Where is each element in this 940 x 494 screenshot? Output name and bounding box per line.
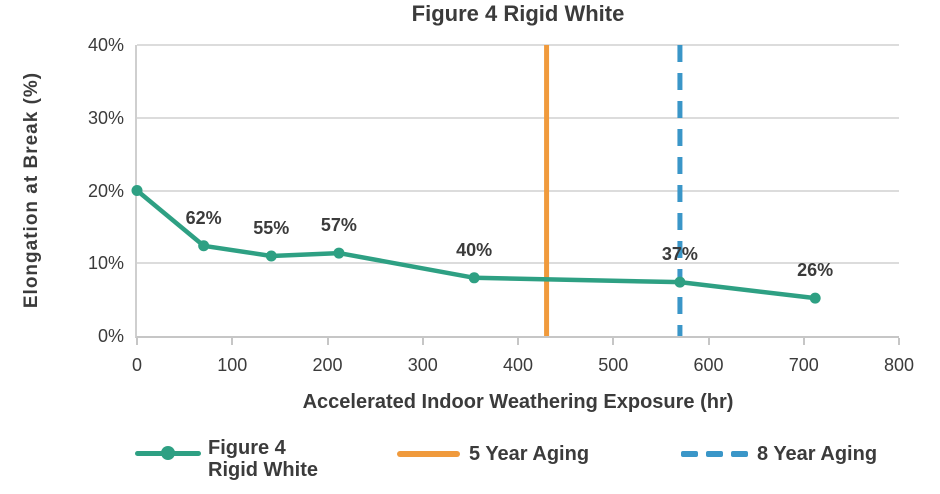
y-axis-title: Elongation at Break (%) (21, 71, 42, 309)
data-point-label: 37% (661, 244, 698, 265)
x-tick-label: 700 (788, 355, 819, 375)
data-point-label: 40% (456, 239, 493, 260)
x-tick-label: 200 (312, 355, 343, 375)
x-tick-mark (326, 338, 329, 345)
legend-5yr-line-swatch (397, 451, 460, 457)
x-axis-title: Accelerated Indoor Weathering Exposure (… (302, 391, 734, 413)
x-tick-label: 400 (502, 355, 534, 375)
legend-item-series (135, 446, 201, 460)
series-svg (131, 45, 821, 336)
data-point-marker (468, 272, 480, 284)
x-tick-label: 800 (883, 355, 915, 375)
data-point-marker (333, 247, 345, 259)
data-point-marker (265, 250, 277, 262)
data-point-label: 62% (185, 207, 222, 228)
x-tick-mark (707, 338, 710, 345)
y-tick-label: 10% (87, 253, 124, 274)
x-tick-mark (898, 338, 900, 345)
x-tick-mark (612, 338, 615, 345)
x-tick-mark (802, 338, 805, 345)
gridline-y-10 (137, 262, 899, 265)
x-tick-mark (421, 338, 424, 345)
chart-title: Figure 4 Rigid White (411, 1, 625, 26)
data-point-marker (131, 185, 143, 196)
legend-8yr-dash-swatch (681, 451, 698, 457)
y-tick-label: 30% (87, 107, 124, 128)
legend-5yr-label: 5 Year Aging (469, 443, 590, 465)
legend-8yr-dash-swatch (706, 451, 723, 457)
data-point-marker (809, 292, 821, 304)
plot-area: 62% 55% 57% 40% 37% 26% (131, 44, 899, 338)
x-tick-mark (136, 338, 138, 345)
data-point-marker (674, 276, 686, 288)
x-tick-mark (517, 338, 519, 345)
gridline-y-20 (137, 189, 899, 192)
x-tick-mark (231, 338, 234, 345)
y-tick-label: 20% (87, 180, 124, 201)
legend-series-label: Figure 4 Rigid White (208, 437, 318, 481)
x-tick-label: 300 (407, 355, 438, 375)
x-tick-label: 600 (693, 355, 724, 375)
x-tick-label: 0 (131, 355, 142, 375)
gridline-y-30 (137, 116, 899, 119)
legend-8yr-dash-swatch (731, 451, 748, 457)
x-tick-label: 500 (598, 355, 629, 375)
x-tick-label: 100 (217, 355, 248, 375)
y-tick-label: 40% (87, 35, 124, 55)
data-point-marker (198, 240, 210, 252)
legend-item-8-year-aging (681, 451, 748, 457)
legend-8yr-label: 8 Year Aging (757, 443, 878, 465)
legend-series-marker-dot (161, 446, 175, 460)
data-point-label: 26% (797, 260, 834, 281)
data-point-label: 57% (320, 215, 357, 236)
y-tick-label: 0% (97, 326, 124, 346)
data-point-label: 55% (253, 217, 290, 238)
gridline-y-40 (137, 44, 899, 46)
